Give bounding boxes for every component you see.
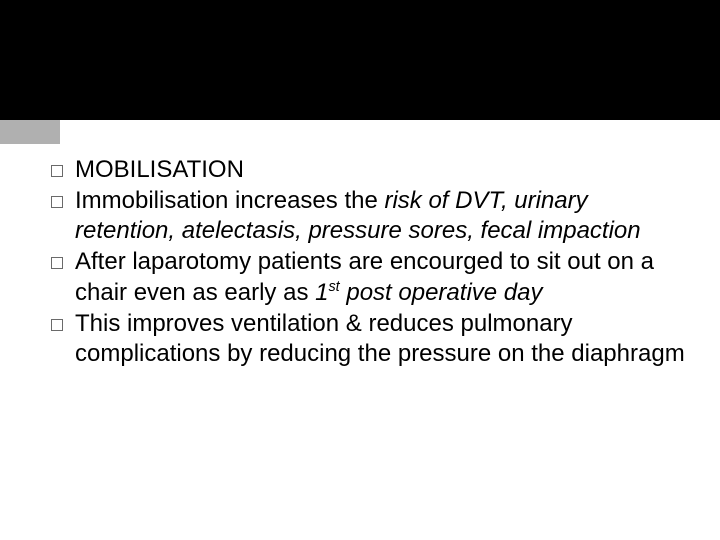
bullet-text: MOBILISATION [75, 156, 244, 183]
gray-accent-block [0, 120, 60, 144]
top-black-bar [0, 0, 720, 120]
bullet-text: Immobilisation increases the risk of DVT… [75, 187, 641, 245]
content-area: MOBILISATION Immobilisation increases th… [45, 155, 685, 370]
bullet-text: This improves ventilation & reduces pulm… [75, 310, 685, 368]
bullet-text: After laparotomy patients are encourged … [75, 248, 654, 306]
list-item: This improves ventilation & reduces pulm… [45, 309, 685, 370]
list-item: After laparotomy patients are encourged … [45, 247, 685, 308]
list-item: Immobilisation increases the risk of DVT… [45, 186, 685, 247]
slide: MOBILISATION Immobilisation increases th… [0, 0, 720, 540]
list-item: MOBILISATION [45, 155, 685, 186]
bullet-list: MOBILISATION Immobilisation increases th… [45, 155, 685, 370]
